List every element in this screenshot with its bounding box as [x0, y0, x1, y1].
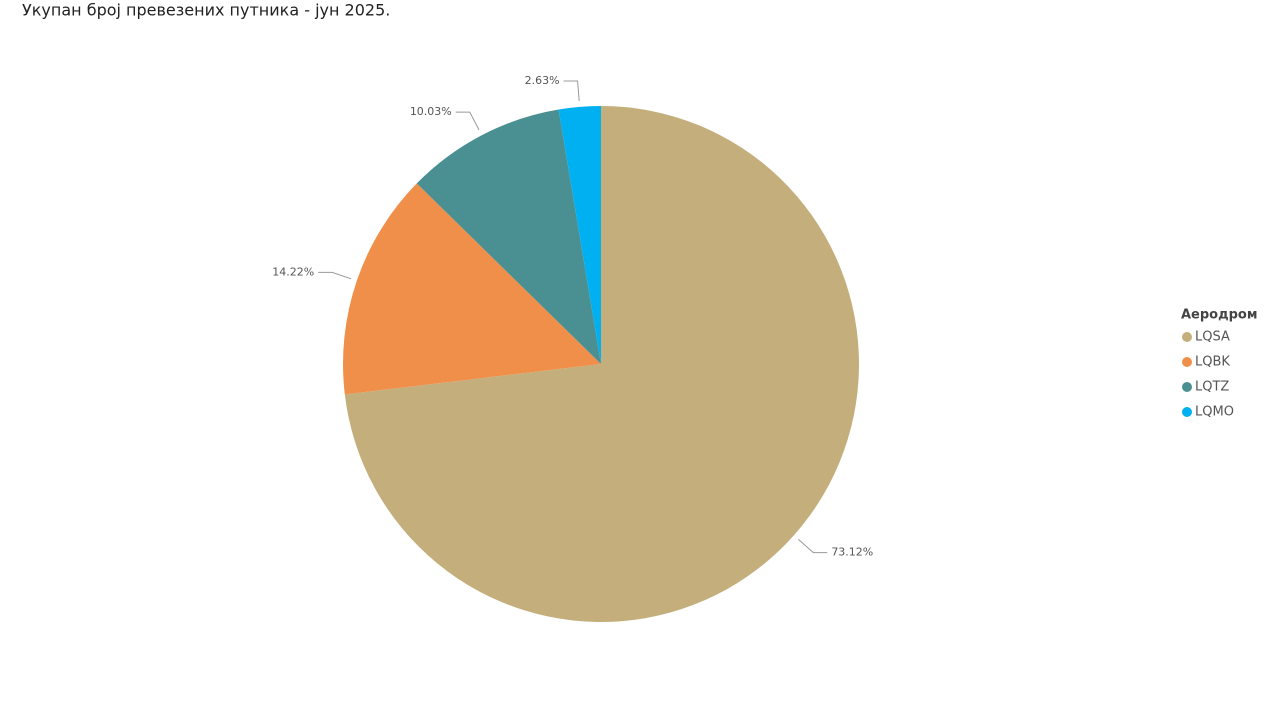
- legend-marker: [1182, 382, 1192, 392]
- legend-marker: [1182, 407, 1192, 417]
- leader-line: [318, 271, 352, 280]
- legend-label: LQMO: [1195, 405, 1234, 420]
- legend-marker: [1182, 357, 1192, 367]
- legend-marker: [1182, 332, 1192, 342]
- leader-line: [563, 80, 580, 101]
- leader-line: [455, 111, 480, 131]
- chart-title: Укупан број превезених путника - јун 202…: [22, 1, 390, 20]
- legend-label: LQTZ: [1195, 380, 1229, 395]
- data-label: 2.63%: [525, 74, 560, 87]
- pie-slice: [343, 183, 601, 395]
- leader-line: [798, 538, 828, 554]
- legend-title: Аеродром: [1181, 308, 1257, 323]
- data-label: 14.22%: [272, 265, 314, 278]
- pie-slice: [558, 106, 601, 364]
- data-label: 73.12%: [831, 546, 873, 559]
- data-label: 10.03%: [410, 105, 452, 118]
- legend-label: LQSA: [1195, 330, 1230, 345]
- legend-label: LQBK: [1195, 355, 1230, 370]
- pie-slice: [416, 109, 601, 364]
- pie-slice: [344, 106, 860, 622]
